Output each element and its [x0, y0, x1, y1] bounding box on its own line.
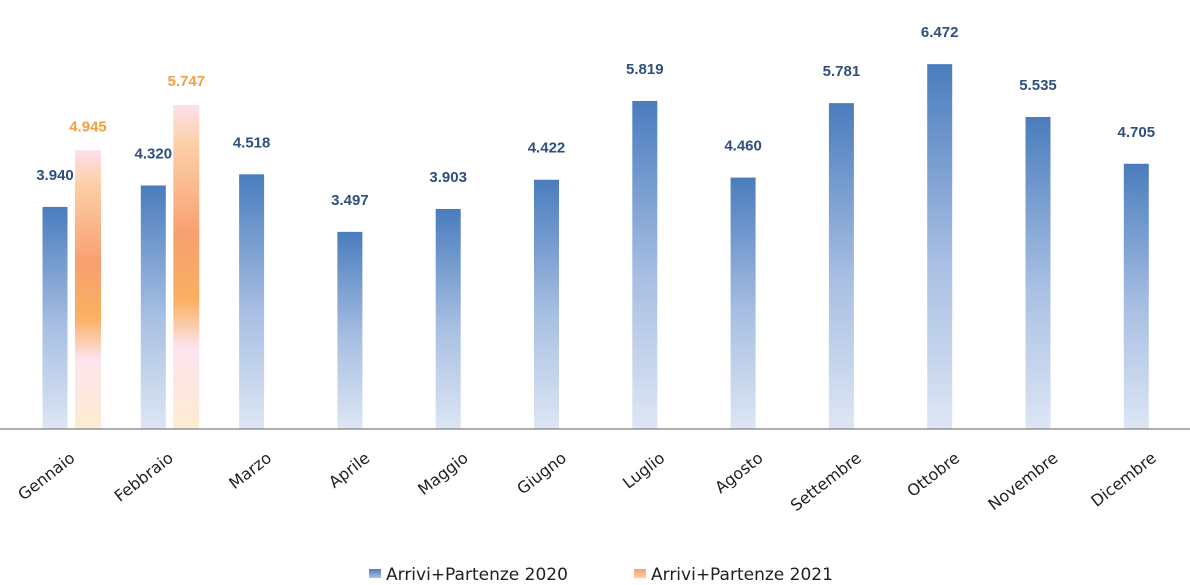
value-label-2021-gennaio: 4.945: [69, 118, 107, 135]
bar-2021-febbraio: [173, 105, 200, 429]
legend-item-2020: Arrivi+Partenze 2020: [369, 565, 568, 585]
value-label-2020-aprile: 3.497: [331, 192, 369, 209]
tick-label-luglio: Luglio: [619, 448, 668, 492]
tick-label-settembre: Settembre: [787, 448, 865, 515]
bars-group: [42, 64, 1149, 429]
value-label-2020-giugno: 4.422: [528, 140, 566, 157]
tick-label-ottobre: Ottobre: [903, 448, 963, 501]
value-label-2020-gennaio: 3.940: [36, 167, 74, 184]
value-label-2020-ottobre: 6.472: [921, 24, 959, 41]
bar-2020-gennaio: [42, 206, 68, 429]
value-label-2020-luglio: 5.819: [626, 61, 664, 78]
legend-item-2020-label: Arrivi+Partenze 2020: [386, 565, 568, 585]
bar-2021-gennaio: [75, 150, 101, 429]
value-label-2020-maggio: 3.903: [429, 169, 467, 186]
tick-label-aprile: Aprile: [325, 448, 373, 492]
tick-labels-group: Gennaio Febbraio Marzo Aprile Maggio Giugno Lu…: [14, 448, 1159, 515]
bar-2020-agosto: [730, 177, 756, 429]
bar-2020-settembre: [828, 103, 854, 429]
legend-item-2021-label: Arrivi+Partenze 2021: [651, 565, 833, 585]
bar-2020-giugno: [534, 179, 559, 429]
value-label-2020-agosto: 4.460: [724, 138, 762, 155]
bar-2020-luglio: [632, 100, 658, 429]
bar-2020-maggio: [435, 208, 461, 429]
value-label-2021-febbraio: 5.747: [168, 73, 206, 90]
tick-label-giugno: Giugno: [513, 448, 570, 498]
tick-label-maggio: Maggio: [414, 448, 472, 499]
legend-item-2020-swatch: [369, 569, 381, 578]
tick-label-novembre: Novembre: [984, 448, 1061, 514]
bar-2020-febbraio: [140, 185, 166, 429]
value-label-2020-novembre: 5.535: [1019, 77, 1057, 94]
legend-item-2021-swatch: [634, 569, 646, 578]
bar-2020-marzo: [239, 174, 265, 429]
legend-item-2021: Arrivi+Partenze 2021: [634, 565, 833, 585]
tick-label-gennaio: Gennaio: [14, 448, 78, 504]
bar-2020-novembre: [1025, 116, 1051, 429]
tick-label-febbraio: Febbraio: [111, 448, 177, 506]
tick-label-agosto: Agosto: [711, 448, 766, 497]
bar-2020-dicembre: [1123, 163, 1149, 429]
legend: Arrivi+Partenze 2020 Arrivi+Partenze 2021: [369, 565, 833, 585]
value-label-2020-febbraio: 4.320: [135, 145, 173, 162]
value-label-2020-dicembre: 4.705: [1118, 124, 1156, 141]
value-labels-group: 3.940 4.945 4.320 5.747 4.518 3.497 3.903 4.422…: [36, 24, 1155, 209]
value-label-2020-marzo: 4.518: [233, 134, 271, 151]
value-label-2020-settembre: 5.781: [823, 63, 861, 80]
bar-2020-ottobre: [927, 64, 953, 429]
tick-label-marzo: Marzo: [225, 448, 275, 493]
bar-2020-aprile: [337, 231, 363, 429]
tick-label-dicembre: Dicembre: [1087, 448, 1160, 511]
